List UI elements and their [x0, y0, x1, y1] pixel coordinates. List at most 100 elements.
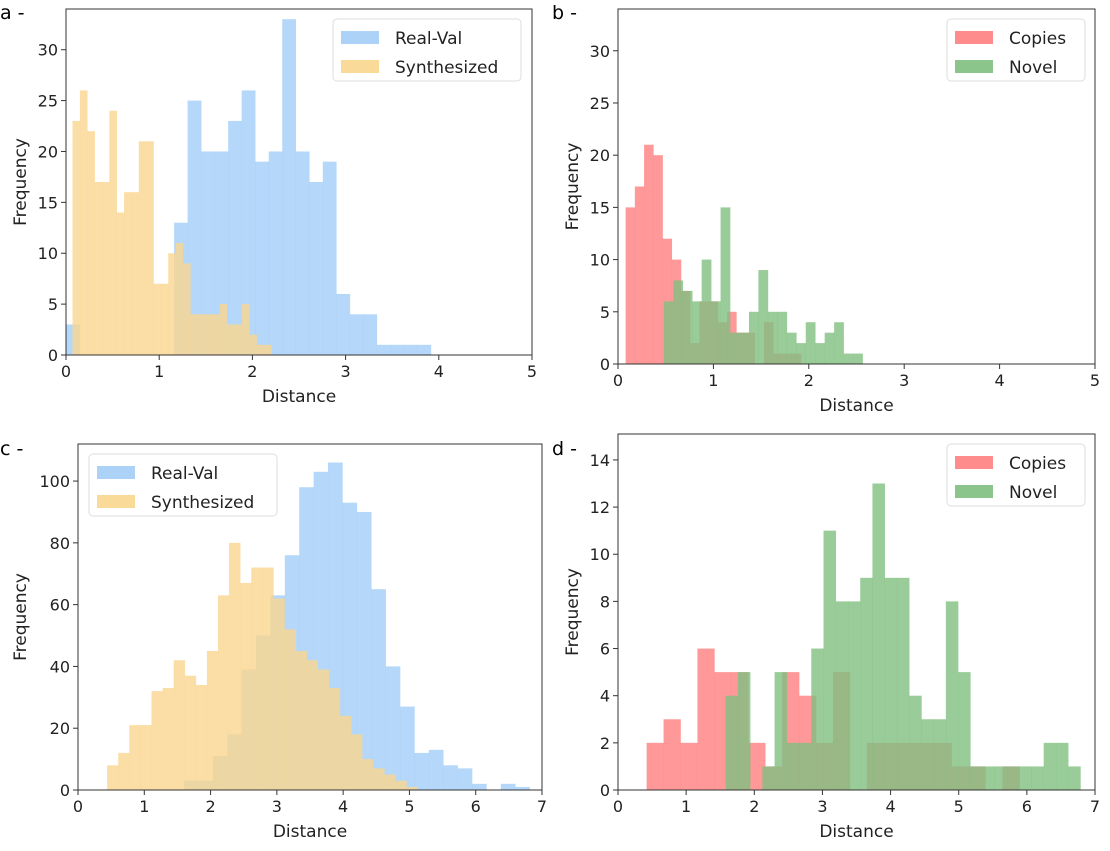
histogram-bar-a-real-val — [376, 344, 391, 355]
y-tick-label: 12 — [590, 498, 610, 517]
histogram-bar-c-synthesized — [240, 583, 252, 790]
legend-label: Novel — [1009, 483, 1057, 503]
histogram-bar-a-real-val — [228, 120, 242, 355]
y-tick-label: 20 — [50, 719, 70, 738]
y-tick-label: 0 — [48, 346, 58, 365]
histogram-bar-c-synthesized — [217, 595, 230, 790]
histogram-bar-c-synthesized — [206, 650, 219, 790]
histogram-bar-a-synthesized — [212, 314, 221, 355]
histogram-bar-d-novel — [823, 530, 837, 790]
legend-label: Copies — [1009, 454, 1066, 474]
histogram-bar-c-synthesized — [107, 765, 119, 790]
histogram-bar-b-novel — [815, 343, 825, 364]
y-tick-label: 30 — [38, 41, 58, 60]
histogram-bar-c-real-val — [457, 768, 473, 790]
histogram-bar-c-synthesized — [118, 752, 130, 790]
histogram-bar-c-synthesized — [295, 650, 307, 790]
legend-label: Real-Val — [151, 464, 218, 484]
legend-swatch-synthesized — [97, 495, 135, 508]
histogram-bar-a-synthesized — [219, 304, 228, 355]
histogram-bar-a-synthesized — [101, 182, 110, 355]
x-axis-label: Distance — [273, 822, 347, 842]
y-tick-label: 0 — [60, 781, 70, 800]
histogram-bar-d-novel — [1019, 766, 1032, 790]
x-tick-label: 5 — [527, 362, 537, 381]
histogram-bar-d-novel — [860, 577, 873, 790]
histogram-bar-b-novel — [730, 332, 740, 364]
histogram-bar-c-real-val — [472, 783, 487, 790]
histogram-bar-b-novel — [824, 332, 835, 364]
x-tick-label: 5 — [404, 797, 414, 816]
x-tick-label: 4 — [338, 797, 348, 816]
y-tick-label: 0 — [600, 781, 610, 800]
histogram-bar-d-novel — [1043, 742, 1057, 790]
histogram-bar-c-real-val — [500, 783, 516, 790]
x-tick-label: 2 — [247, 362, 257, 381]
y-tick-label: 4 — [600, 687, 610, 706]
histogram-bar-a-synthesized — [168, 253, 176, 355]
plot-frame — [65, 8, 533, 356]
legend-box — [88, 453, 278, 517]
histogram-bar-a-real-val — [322, 161, 337, 355]
x-tick-label: 4 — [434, 362, 444, 381]
histogram-bar-b-novel — [748, 311, 759, 364]
histogram-bar-a-real-val — [390, 344, 405, 355]
histogram-bar-b-novel — [758, 270, 769, 364]
y-tick-label: 30 — [590, 42, 610, 61]
histogram-bar-a-synthesized — [87, 131, 95, 355]
y-tick-label: 15 — [38, 193, 58, 212]
x-tick-label: 5 — [954, 797, 964, 816]
histogram-bar-c-synthesized — [395, 780, 407, 790]
legend-swatch-copies — [955, 456, 993, 469]
y-axis-label: Frequency — [563, 568, 583, 656]
histogram-bar-c-synthesized — [229, 542, 241, 790]
histogram-bar-c-synthesized — [173, 660, 186, 790]
histogram-bar-d-novel — [884, 577, 898, 790]
histogram-bar-c-synthesized — [151, 691, 163, 790]
histogram-bar-a-synthesized — [205, 314, 213, 355]
histogram-bar-b-novel — [796, 343, 807, 364]
x-tick-label: 7 — [1090, 797, 1100, 816]
panel-label: a - — [0, 2, 25, 24]
legend-label: Copies — [1009, 29, 1066, 49]
histogram-bar-b-novel — [720, 207, 731, 364]
x-axis-label: Distance — [262, 387, 336, 407]
histogram-bar-c-synthesized — [162, 688, 174, 790]
histogram-bar-d-novel — [1006, 766, 1020, 790]
histogram-bar-b-novel — [786, 332, 797, 364]
histogram-bar-a-real-val — [282, 19, 297, 355]
histogram-bar-b-copies — [653, 155, 663, 364]
histogram-bar-b-novel — [711, 301, 721, 364]
y-tick-label: 0 — [600, 355, 610, 374]
histogram-bar-a-synthesized — [138, 141, 147, 355]
histogram-bar-b-novel — [777, 311, 788, 364]
legend-swatch-copies — [955, 31, 993, 44]
histogram-bar-d-novel — [933, 719, 947, 790]
x-axis-label: Distance — [819, 396, 893, 416]
y-tick-label: 10 — [590, 251, 610, 270]
y-tick-label: 2 — [600, 734, 610, 753]
histogram-bar-c-real-val — [371, 589, 386, 790]
y-tick-label: 80 — [50, 534, 70, 553]
histogram-bar-d-novel — [1031, 766, 1044, 790]
histogram-bar-a-real-val — [403, 344, 418, 355]
histogram-bar-d-novel — [725, 695, 739, 790]
x-tick-label: 6 — [471, 797, 481, 816]
y-tick-label: 10 — [38, 244, 58, 263]
legend-swatch-real-val — [341, 31, 379, 44]
histogram-bar-c-real-val — [356, 511, 372, 790]
histogram-bar-a-synthesized — [175, 243, 184, 355]
y-tick-label: 6 — [600, 640, 610, 659]
histogram-bar-c-real-val — [400, 706, 415, 790]
histogram-bar-a-real-val — [187, 100, 202, 356]
histogram-bar-a-real-val — [417, 344, 432, 355]
histogram-bar-b-novel — [682, 290, 693, 364]
histogram-bar-a-synthesized — [160, 283, 169, 355]
histogram-bar-d-copies — [680, 742, 698, 790]
histogram-bar-b-copies — [644, 144, 654, 364]
histogram-bar-d-novel — [945, 601, 959, 790]
x-axis-label: Distance — [819, 822, 893, 842]
y-tick-label: 10 — [590, 545, 610, 564]
histogram-bar-a-synthesized — [146, 141, 154, 355]
